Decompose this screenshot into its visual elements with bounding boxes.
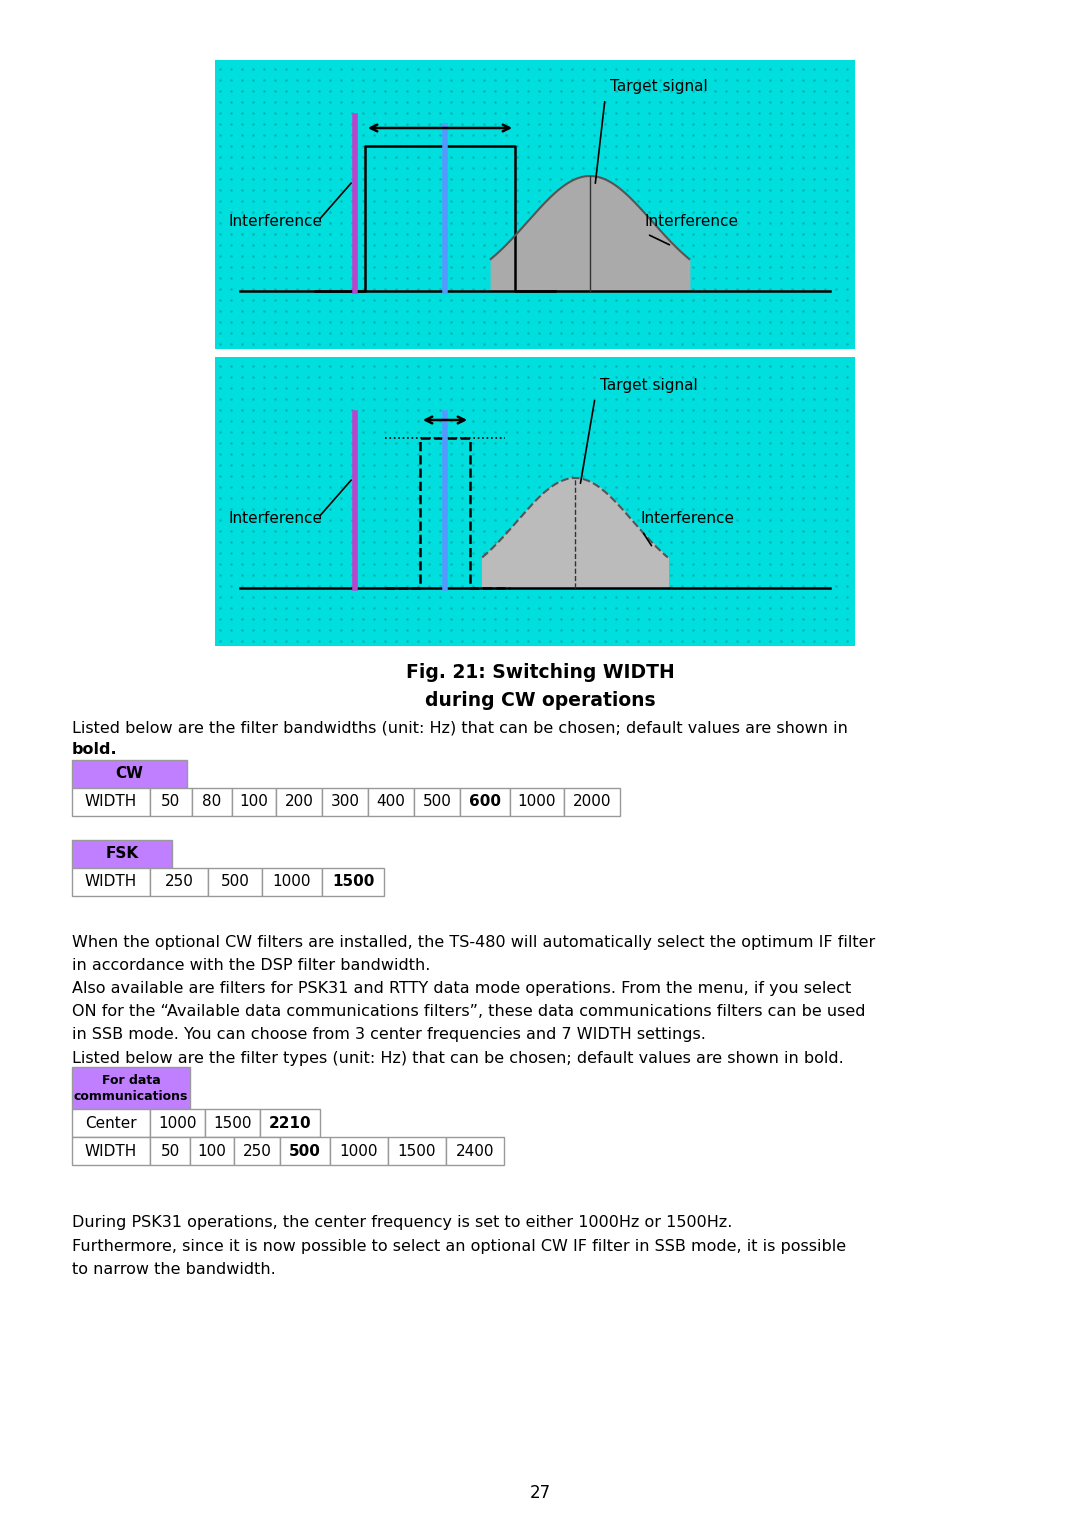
Text: 500: 500 bbox=[220, 874, 249, 889]
Text: 1000: 1000 bbox=[273, 874, 311, 889]
Text: Interference: Interference bbox=[228, 510, 322, 526]
Text: WIDTH: WIDTH bbox=[85, 795, 137, 810]
Text: Center: Center bbox=[85, 1115, 137, 1131]
Text: 500: 500 bbox=[289, 1143, 321, 1158]
Bar bbox=[215, 358, 855, 646]
Text: 2210: 2210 bbox=[269, 1115, 311, 1131]
Text: 1500: 1500 bbox=[213, 1115, 252, 1131]
Bar bbox=[460, 788, 510, 816]
Text: 250: 250 bbox=[164, 874, 193, 889]
Text: Also available are filters for PSK31 and RTTY data mode operations. From the men: Also available are filters for PSK31 and… bbox=[72, 981, 851, 996]
Text: WIDTH: WIDTH bbox=[85, 1143, 137, 1158]
Bar bbox=[215, 60, 855, 348]
Bar bbox=[446, 1137, 504, 1164]
Bar bbox=[280, 1137, 330, 1164]
Text: Interference: Interference bbox=[640, 510, 734, 526]
Text: bold.: bold. bbox=[72, 743, 118, 758]
Text: Listed below are the filter types (unit: Hz) that can be chosen; default values : Listed below are the filter types (unit:… bbox=[72, 1051, 843, 1065]
Text: 1000: 1000 bbox=[517, 795, 556, 810]
Bar bbox=[208, 868, 262, 895]
Bar bbox=[414, 788, 460, 816]
Text: Target signal: Target signal bbox=[610, 79, 707, 95]
Bar bbox=[150, 868, 208, 895]
Bar bbox=[260, 1109, 320, 1137]
Bar bbox=[330, 1137, 388, 1164]
Text: Interference: Interference bbox=[645, 214, 739, 229]
Bar bbox=[234, 1137, 280, 1164]
Text: FSK: FSK bbox=[106, 847, 138, 862]
Bar bbox=[72, 788, 150, 816]
Text: 27: 27 bbox=[529, 1484, 551, 1502]
Text: to narrow the bandwidth.: to narrow the bandwidth. bbox=[72, 1262, 275, 1276]
Text: 250: 250 bbox=[243, 1143, 271, 1158]
Text: 2400: 2400 bbox=[456, 1143, 495, 1158]
Text: 1500: 1500 bbox=[332, 874, 374, 889]
Text: 1000: 1000 bbox=[340, 1143, 378, 1158]
Bar bbox=[564, 788, 620, 816]
Bar bbox=[510, 788, 564, 816]
Text: communications: communications bbox=[73, 1089, 188, 1103]
Bar bbox=[150, 1109, 205, 1137]
Bar bbox=[72, 1137, 150, 1164]
Text: Listed below are the filter bandwidths (unit: Hz) that can be chosen; default va: Listed below are the filter bandwidths (… bbox=[72, 721, 848, 735]
Text: 300: 300 bbox=[330, 795, 360, 810]
Bar bbox=[72, 868, 150, 895]
Text: in accordance with the DSP filter bandwidth.: in accordance with the DSP filter bandwi… bbox=[72, 958, 430, 973]
Bar bbox=[388, 1137, 446, 1164]
Bar bbox=[205, 1109, 260, 1137]
Text: For data: For data bbox=[102, 1074, 160, 1088]
Bar bbox=[322, 868, 384, 895]
Bar bbox=[72, 1067, 190, 1109]
Text: When the optional CW filters are installed, the TS-480 will automatically select: When the optional CW filters are install… bbox=[72, 935, 875, 950]
Text: 1500: 1500 bbox=[397, 1143, 436, 1158]
Text: Fig. 21: Switching WIDTH: Fig. 21: Switching WIDTH bbox=[406, 663, 674, 683]
Text: Furthermore, since it is now possible to select an optional CW IF filter in SSB : Furthermore, since it is now possible to… bbox=[72, 1239, 846, 1253]
Bar bbox=[150, 1137, 190, 1164]
Text: 80: 80 bbox=[202, 795, 221, 810]
Text: 50: 50 bbox=[161, 795, 180, 810]
Text: during CW operations: during CW operations bbox=[424, 692, 656, 711]
Text: 1000: 1000 bbox=[159, 1115, 197, 1131]
Bar bbox=[368, 788, 414, 816]
Text: 100: 100 bbox=[240, 795, 269, 810]
Text: 2000: 2000 bbox=[572, 795, 611, 810]
Text: in SSB mode. You can choose from 3 center frequencies and 7 WIDTH settings.: in SSB mode. You can choose from 3 cente… bbox=[72, 1027, 706, 1042]
Bar bbox=[192, 788, 232, 816]
Bar bbox=[232, 788, 276, 816]
Text: 600: 600 bbox=[469, 795, 501, 810]
Bar bbox=[72, 1109, 150, 1137]
Bar bbox=[262, 868, 322, 895]
Text: CW: CW bbox=[116, 767, 144, 781]
Text: Target signal: Target signal bbox=[600, 377, 698, 393]
Text: During PSK31 operations, the center frequency is set to either 1000Hz or 1500Hz.: During PSK31 operations, the center freq… bbox=[72, 1215, 732, 1230]
Bar bbox=[276, 788, 322, 816]
Text: 100: 100 bbox=[198, 1143, 227, 1158]
Bar bbox=[150, 788, 192, 816]
Bar bbox=[190, 1137, 234, 1164]
Text: 200: 200 bbox=[284, 795, 313, 810]
Text: 500: 500 bbox=[422, 795, 451, 810]
Text: 400: 400 bbox=[377, 795, 405, 810]
Text: ON for the “Available data communications filters”, these data communications fi: ON for the “Available data communication… bbox=[72, 1004, 865, 1019]
Text: WIDTH: WIDTH bbox=[85, 874, 137, 889]
Bar bbox=[72, 840, 172, 868]
Text: Interference: Interference bbox=[228, 214, 322, 229]
Bar bbox=[322, 788, 368, 816]
Bar bbox=[72, 759, 187, 788]
Text: 50: 50 bbox=[160, 1143, 179, 1158]
